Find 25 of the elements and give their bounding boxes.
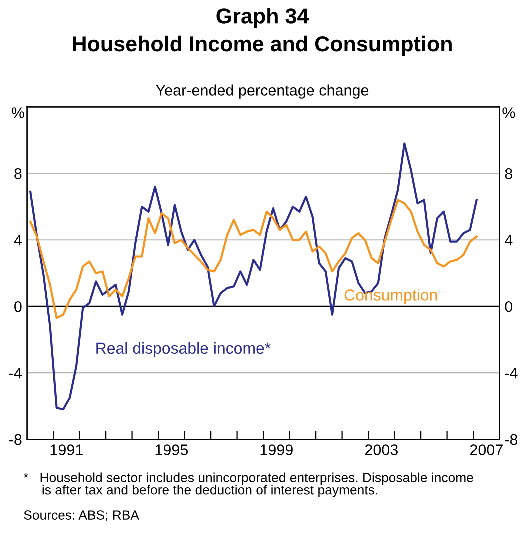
y-tick-label: 8 — [14, 168, 22, 180]
series-label: Consumption — [344, 289, 438, 304]
chart-title: Graph 34 Household Income and Consumption — [73, 8, 452, 56]
line-series — [30, 199, 478, 320]
x-tick-label: 2007 — [470, 444, 503, 456]
y-tick-label: -4 — [10, 368, 22, 379]
y-tick-label: -8 — [10, 434, 22, 446]
y2-tick-label: 8 — [505, 168, 512, 180]
x-tick-label: 1999 — [260, 444, 293, 456]
source-note: Sources: ABS; RBA — [24, 510, 140, 522]
y2-tick-label: -8 — [505, 434, 518, 446]
x-tick-label: 2003 — [365, 444, 398, 456]
series-label: Real disposable income* — [96, 342, 271, 358]
y2-tick-label: 4 — [505, 235, 513, 246]
y2-tick-label: -4 — [505, 368, 518, 379]
y-axis-title: % — [12, 108, 24, 118]
x-tick-label: 1995 — [156, 444, 188, 456]
text: * Household sector includes unincorporated enterprises. Disposable income is after tax and before the deduction of interest payments. — [24, 472, 474, 498]
line-series — [30, 142, 478, 411]
y2-axis-title: % — [502, 108, 516, 118]
y2-tick-label: 0 — [505, 301, 513, 312]
y-tick-label: 4 — [14, 235, 22, 246]
x-tick-label: 1991 — [50, 444, 83, 456]
y-tick-label: 0 — [14, 301, 22, 312]
chart-subtitle: Year-ended percentage change — [156, 84, 369, 99]
